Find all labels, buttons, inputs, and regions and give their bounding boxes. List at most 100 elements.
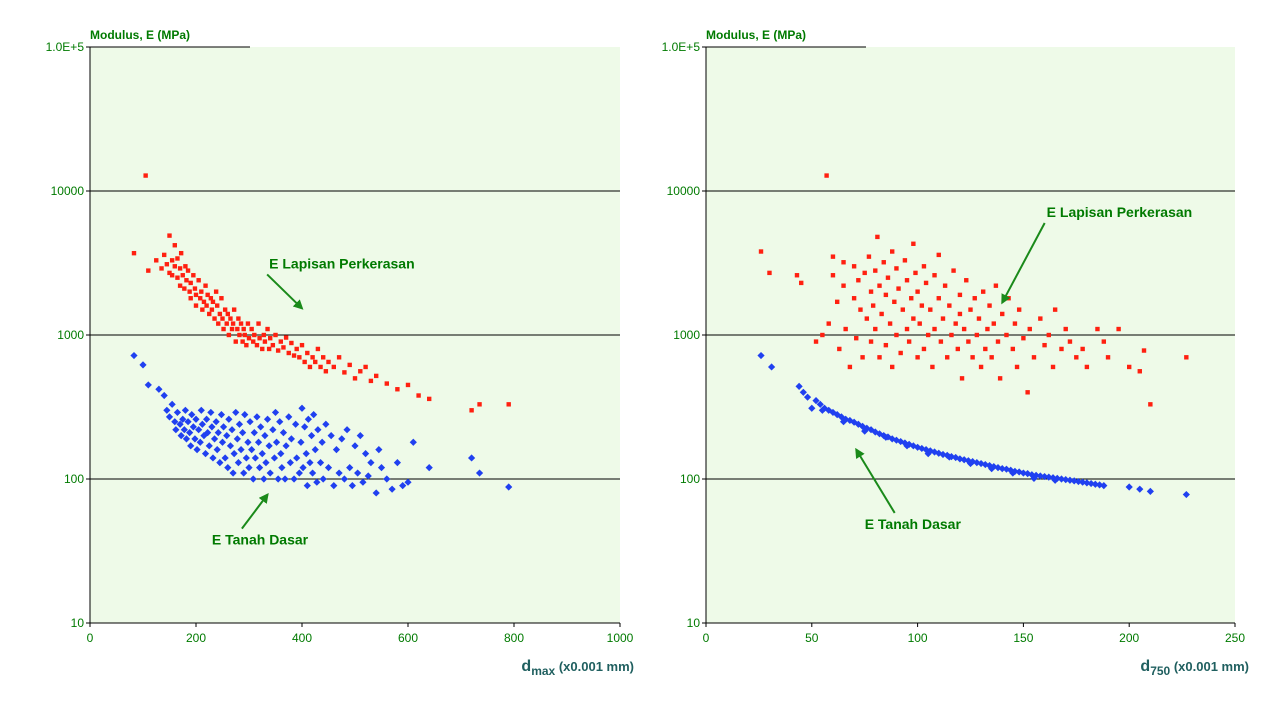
annotation-label: E Lapisan Perkerasan [269,255,415,271]
data-point-square [188,280,193,286]
data-point-square [310,355,315,360]
data-point-diamond [960,456,968,464]
data-point-diamond [186,429,194,437]
data-point-diamond [309,469,317,477]
data-point-diamond [799,388,807,396]
data-point-square [1116,326,1121,332]
data-point-diamond [818,406,826,414]
data-point-square [326,359,331,365]
data-point-diamond [261,432,269,440]
data-point-square [953,321,958,326]
data-point-square [313,359,318,365]
data-point-diamond [204,429,212,437]
data-point-square [215,303,220,308]
data-point-square [885,275,891,280]
data-point-diamond [192,415,200,423]
chart-title: Modulus, E (MPa) [706,28,806,42]
data-point-square [940,316,946,321]
data-point-diamond [256,463,264,472]
data-point-square [997,376,1003,381]
data-point-diamond [248,446,256,454]
data-point-square [985,326,990,332]
data-point-diamond [240,469,248,477]
data-point-square [851,264,857,269]
data-point-diamond [1136,485,1144,493]
data-point-square [169,258,175,263]
data-point-diamond [301,423,309,431]
data-point-diamond [278,463,286,472]
data-point-square [767,270,772,276]
x-axis-label-units: (x0.001 mm) [555,659,634,674]
data-point-diamond [966,459,975,468]
data-point-diamond [249,475,257,483]
data-point-square [925,332,931,338]
data-point-diamond [168,400,176,408]
data-point-square [154,258,159,263]
data-point-square [307,364,313,370]
data-point-diamond [359,478,367,486]
data-point-diamond [348,481,356,490]
data-point-square [1141,348,1147,353]
data-point-diamond [1079,478,1087,486]
chart-d750: Modulus, E (MPa) 10 100 1000 10000 1.0E+5 0 5… [662,28,1249,678]
data-point-square [262,339,268,344]
data-point-square [200,307,205,312]
data-point-diamond [285,413,293,421]
data-point-diamond [230,450,238,458]
data-point-square [906,339,912,344]
data-point-square [854,336,859,341]
data-point-diamond [322,420,330,428]
data-point-square [167,233,172,238]
data-point-diamond [229,469,237,477]
data-point-diamond [302,450,310,458]
data-point-square [188,296,193,301]
data-point-square [196,278,201,283]
data-point-diamond [926,447,934,455]
data-point-diamond [224,463,232,472]
data-point-square [278,339,283,344]
data-point-diamond [364,472,372,480]
data-point-square [261,332,267,338]
data-point-diamond [233,435,241,443]
data-point-diamond [850,418,858,426]
data-point-square [244,342,249,348]
data-point-square [221,326,226,332]
data-point-diamond [346,463,354,472]
data-point-square [245,321,251,326]
data-point-diamond [188,411,196,419]
data-point-square [864,316,870,321]
data-point-diamond [981,460,989,469]
data-point-diamond [1074,477,1083,486]
data-point-square [972,296,977,301]
data-point-square [968,307,973,312]
data-point-square [989,355,994,360]
data-point-diamond [914,443,922,451]
data-point-diamond [863,424,871,432]
data-point-diamond [1125,483,1133,491]
data-point-square [416,393,421,398]
data-point-square [830,254,836,259]
data-point-square [1059,346,1064,352]
data-point-diamond [1182,490,1190,499]
data-point-square [236,316,241,321]
data-point-diamond [356,432,364,440]
data-point-diamond [197,406,205,414]
data-point-square [363,364,368,370]
data-point-diamond [287,435,295,443]
data-point-square [858,307,863,312]
data-point-diamond [266,469,274,477]
data-point-diamond [319,475,327,483]
data-point-diamond [307,432,316,440]
data-point-diamond [277,450,285,458]
x-tick-label: 800 [504,631,524,645]
data-point-square [813,339,819,344]
y-tick-label: 1000 [57,328,84,342]
data-point-diamond [311,446,319,454]
data-point-square [961,326,967,332]
data-point-square [342,370,347,375]
x-tick-label: 150 [1013,631,1033,645]
data-point-square [199,289,204,294]
data-point-square [883,342,889,348]
data-point-square [1063,326,1068,332]
data-point-square [178,250,184,256]
